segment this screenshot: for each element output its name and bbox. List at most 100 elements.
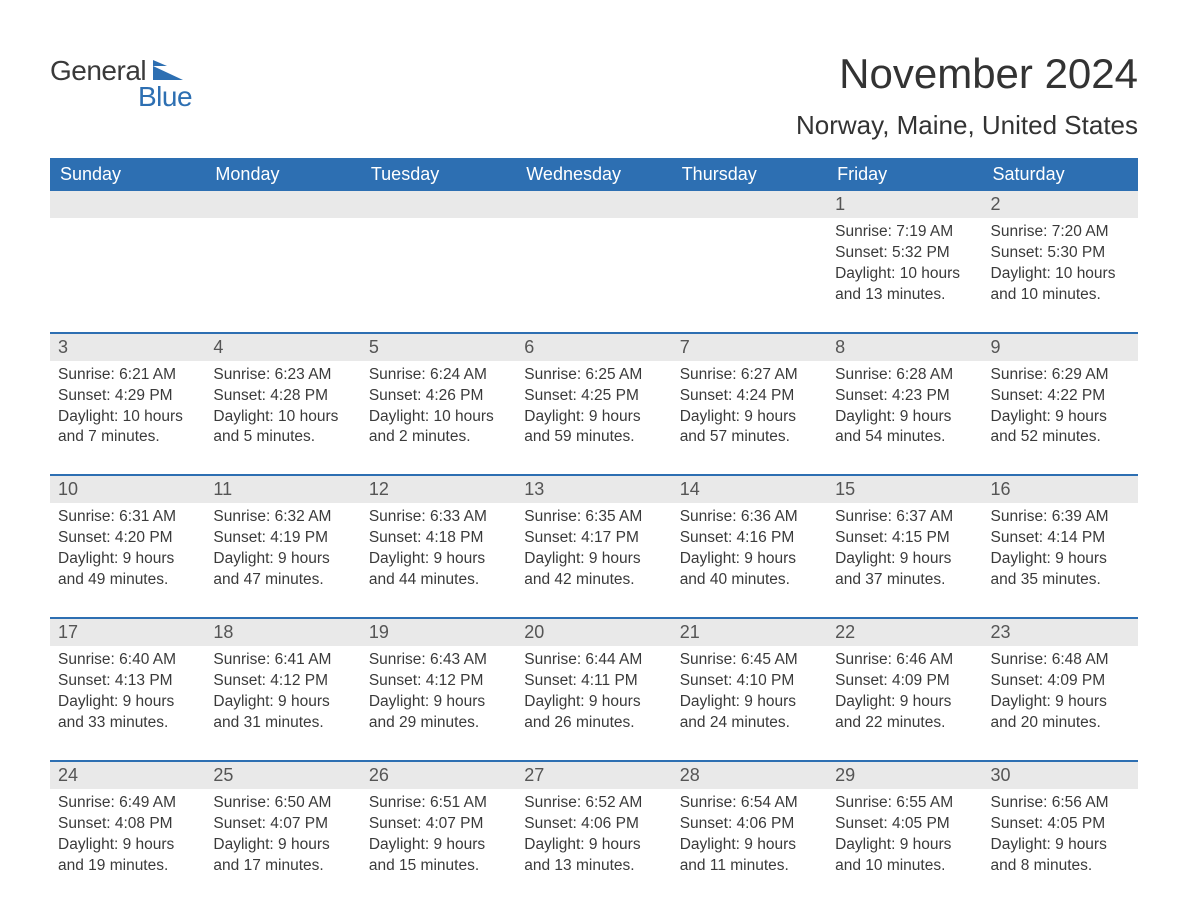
calendar-day-cell: 5Sunrise: 6:24 AMSunset: 4:26 PMDaylight… (361, 333, 516, 476)
daylight-line: Daylight: 9 hours and 33 minutes. (58, 692, 197, 734)
brand-text-general: General (50, 55, 146, 86)
calendar-week-row: 3Sunrise: 6:21 AMSunset: 4:29 PMDaylight… (50, 333, 1138, 476)
sunset-line: Sunset: 5:30 PM (991, 243, 1130, 264)
day-details: Sunrise: 6:39 AMSunset: 4:14 PMDaylight:… (983, 503, 1138, 617)
daylight-line: Daylight: 10 hours and 10 minutes. (991, 264, 1130, 306)
day-number (516, 191, 671, 218)
sunset-line: Sunset: 4:13 PM (58, 671, 197, 692)
sunset-line: Sunset: 4:24 PM (680, 386, 819, 407)
calendar-day-cell: 18Sunrise: 6:41 AMSunset: 4:12 PMDayligh… (205, 618, 360, 761)
sunrise-line: Sunrise: 6:35 AM (524, 507, 663, 528)
sunset-line: Sunset: 4:06 PM (680, 814, 819, 835)
sunrise-line: Sunrise: 6:21 AM (58, 365, 197, 386)
day-number: 20 (516, 619, 671, 646)
sunrise-line: Sunrise: 6:54 AM (680, 793, 819, 814)
calendar-day-cell: 3Sunrise: 6:21 AMSunset: 4:29 PMDaylight… (50, 333, 205, 476)
sunrise-line: Sunrise: 6:52 AM (524, 793, 663, 814)
calendar-day-cell: 20Sunrise: 6:44 AMSunset: 4:11 PMDayligh… (516, 618, 671, 761)
col-wednesday: Wednesday (516, 158, 671, 191)
sunset-line: Sunset: 4:25 PM (524, 386, 663, 407)
calendar-day-cell: 7Sunrise: 6:27 AMSunset: 4:24 PMDaylight… (672, 333, 827, 476)
day-number (361, 191, 516, 218)
sunset-line: Sunset: 4:07 PM (213, 814, 352, 835)
sunset-line: Sunset: 4:07 PM (369, 814, 508, 835)
sunrise-line: Sunrise: 6:23 AM (213, 365, 352, 386)
calendar-week-row: 24Sunrise: 6:49 AMSunset: 4:08 PMDayligh… (50, 761, 1138, 903)
sunrise-line: Sunrise: 6:43 AM (369, 650, 508, 671)
calendar-day-cell: 28Sunrise: 6:54 AMSunset: 4:06 PMDayligh… (672, 761, 827, 903)
day-number: 7 (672, 334, 827, 361)
location-subtitle: Norway, Maine, United States (796, 110, 1138, 141)
day-number: 24 (50, 762, 205, 789)
day-details: Sunrise: 6:48 AMSunset: 4:09 PMDaylight:… (983, 646, 1138, 760)
calendar-day-cell: 22Sunrise: 6:46 AMSunset: 4:09 PMDayligh… (827, 618, 982, 761)
daylight-line: Daylight: 9 hours and 24 minutes. (680, 692, 819, 734)
daylight-line: Daylight: 9 hours and 20 minutes. (991, 692, 1130, 734)
day-details: Sunrise: 6:25 AMSunset: 4:25 PMDaylight:… (516, 361, 671, 475)
sunset-line: Sunset: 4:14 PM (991, 528, 1130, 549)
day-details (361, 218, 516, 248)
daylight-line: Daylight: 9 hours and 52 minutes. (991, 407, 1130, 449)
calendar-day-cell: 30Sunrise: 6:56 AMSunset: 4:05 PMDayligh… (983, 761, 1138, 903)
day-number: 29 (827, 762, 982, 789)
sunrise-line: Sunrise: 6:55 AM (835, 793, 974, 814)
daylight-line: Daylight: 9 hours and 49 minutes. (58, 549, 197, 591)
sunset-line: Sunset: 4:23 PM (835, 386, 974, 407)
calendar-week-row: 1Sunrise: 7:19 AMSunset: 5:32 PMDaylight… (50, 191, 1138, 333)
daylight-line: Daylight: 9 hours and 29 minutes. (369, 692, 508, 734)
sunrise-line: Sunrise: 6:48 AM (991, 650, 1130, 671)
day-number: 5 (361, 334, 516, 361)
day-details: Sunrise: 7:20 AMSunset: 5:30 PMDaylight:… (983, 218, 1138, 332)
day-number: 19 (361, 619, 516, 646)
day-number: 30 (983, 762, 1138, 789)
col-saturday: Saturday (983, 158, 1138, 191)
daylight-line: Daylight: 9 hours and 47 minutes. (213, 549, 352, 591)
page-title: November 2024 (796, 50, 1138, 98)
calendar-day-cell (516, 191, 671, 333)
daylight-line: Daylight: 9 hours and 13 minutes. (524, 835, 663, 877)
daylight-line: Daylight: 9 hours and 40 minutes. (680, 549, 819, 591)
day-details: Sunrise: 7:19 AMSunset: 5:32 PMDaylight:… (827, 218, 982, 332)
sunrise-line: Sunrise: 6:56 AM (991, 793, 1130, 814)
day-details: Sunrise: 6:35 AMSunset: 4:17 PMDaylight:… (516, 503, 671, 617)
col-monday: Monday (205, 158, 360, 191)
sunset-line: Sunset: 4:06 PM (524, 814, 663, 835)
day-details (672, 218, 827, 248)
calendar-day-cell: 27Sunrise: 6:52 AMSunset: 4:06 PMDayligh… (516, 761, 671, 903)
calendar-day-cell: 19Sunrise: 6:43 AMSunset: 4:12 PMDayligh… (361, 618, 516, 761)
sunset-line: Sunset: 4:15 PM (835, 528, 974, 549)
day-details (50, 218, 205, 248)
calendar-day-cell: 10Sunrise: 6:31 AMSunset: 4:20 PMDayligh… (50, 475, 205, 618)
day-number: 13 (516, 476, 671, 503)
day-details: Sunrise: 6:45 AMSunset: 4:10 PMDaylight:… (672, 646, 827, 760)
daylight-line: Daylight: 9 hours and 54 minutes. (835, 407, 974, 449)
header: General Blue November 2024 Norway, Maine… (50, 30, 1138, 150)
sunrise-line: Sunrise: 6:37 AM (835, 507, 974, 528)
day-details: Sunrise: 6:23 AMSunset: 4:28 PMDaylight:… (205, 361, 360, 475)
sunrise-line: Sunrise: 6:40 AM (58, 650, 197, 671)
sunset-line: Sunset: 4:20 PM (58, 528, 197, 549)
calendar-day-cell (672, 191, 827, 333)
day-number: 18 (205, 619, 360, 646)
calendar-day-cell: 1Sunrise: 7:19 AMSunset: 5:32 PMDaylight… (827, 191, 982, 333)
day-details: Sunrise: 6:40 AMSunset: 4:13 PMDaylight:… (50, 646, 205, 760)
sunset-line: Sunset: 4:26 PM (369, 386, 508, 407)
day-number: 16 (983, 476, 1138, 503)
col-thursday: Thursday (672, 158, 827, 191)
calendar-day-cell: 6Sunrise: 6:25 AMSunset: 4:25 PMDaylight… (516, 333, 671, 476)
calendar-day-cell (50, 191, 205, 333)
calendar-day-cell: 23Sunrise: 6:48 AMSunset: 4:09 PMDayligh… (983, 618, 1138, 761)
calendar-day-cell: 24Sunrise: 6:49 AMSunset: 4:08 PMDayligh… (50, 761, 205, 903)
daylight-line: Daylight: 9 hours and 57 minutes. (680, 407, 819, 449)
daylight-line: Daylight: 9 hours and 11 minutes. (680, 835, 819, 877)
day-details: Sunrise: 6:50 AMSunset: 4:07 PMDaylight:… (205, 789, 360, 903)
calendar-day-cell: 15Sunrise: 6:37 AMSunset: 4:15 PMDayligh… (827, 475, 982, 618)
day-details: Sunrise: 6:27 AMSunset: 4:24 PMDaylight:… (672, 361, 827, 475)
day-number: 12 (361, 476, 516, 503)
calendar-week-row: 17Sunrise: 6:40 AMSunset: 4:13 PMDayligh… (50, 618, 1138, 761)
sunrise-line: Sunrise: 6:33 AM (369, 507, 508, 528)
sunrise-line: Sunrise: 6:50 AM (213, 793, 352, 814)
col-tuesday: Tuesday (361, 158, 516, 191)
day-details: Sunrise: 6:36 AMSunset: 4:16 PMDaylight:… (672, 503, 827, 617)
day-number (672, 191, 827, 218)
